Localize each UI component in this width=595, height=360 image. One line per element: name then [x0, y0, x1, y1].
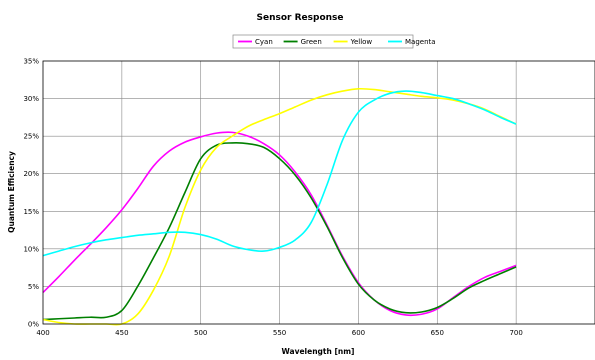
legend-label-green: Green	[301, 38, 322, 46]
x-tick-label: 650	[431, 329, 444, 337]
chart-title: Sensor Response	[257, 13, 344, 23]
series-line-magenta	[42, 90, 517, 257]
x-tick-label: 600	[352, 329, 365, 337]
x-tick-label: 400	[36, 329, 49, 337]
legend-label-yellow: Yellow	[350, 38, 373, 46]
y-tick-label: 15%	[23, 208, 39, 216]
series-line-cyan	[42, 131, 517, 317]
x-tick-label: 450	[115, 329, 128, 337]
y-tick-label: 20%	[23, 170, 39, 178]
x-tick-label: 550	[273, 329, 286, 337]
tick-labels: 400 450 500 550 600 650 700 0% 5% 10% 15% 20% 25% 30%…	[23, 58, 522, 338]
y-tick-label: 35%	[23, 58, 39, 66]
x-axis-title: Wavelength [nm]	[282, 347, 355, 356]
x-tick-label: 500	[194, 329, 207, 337]
legend-box	[232, 34, 414, 49]
y-tick-label: 10%	[23, 245, 39, 253]
legend-label-cyan: Cyan	[255, 38, 273, 46]
y-tick-label: 30%	[23, 95, 39, 103]
y-tick-label: 0%	[28, 321, 39, 329]
x-tick-label: 700	[509, 329, 522, 337]
plot-frame	[42, 60, 595, 325]
y-tick-label: 5%	[28, 283, 39, 291]
grid	[43, 61, 595, 324]
y-tick-label: 25%	[23, 133, 39, 141]
y-axis-title: Quantum Efficiency	[7, 151, 16, 233]
legend: Cyan Green Yellow Magenta	[232, 34, 436, 49]
legend-label-magenta: Magenta	[405, 38, 436, 46]
series-line-green	[42, 142, 517, 321]
